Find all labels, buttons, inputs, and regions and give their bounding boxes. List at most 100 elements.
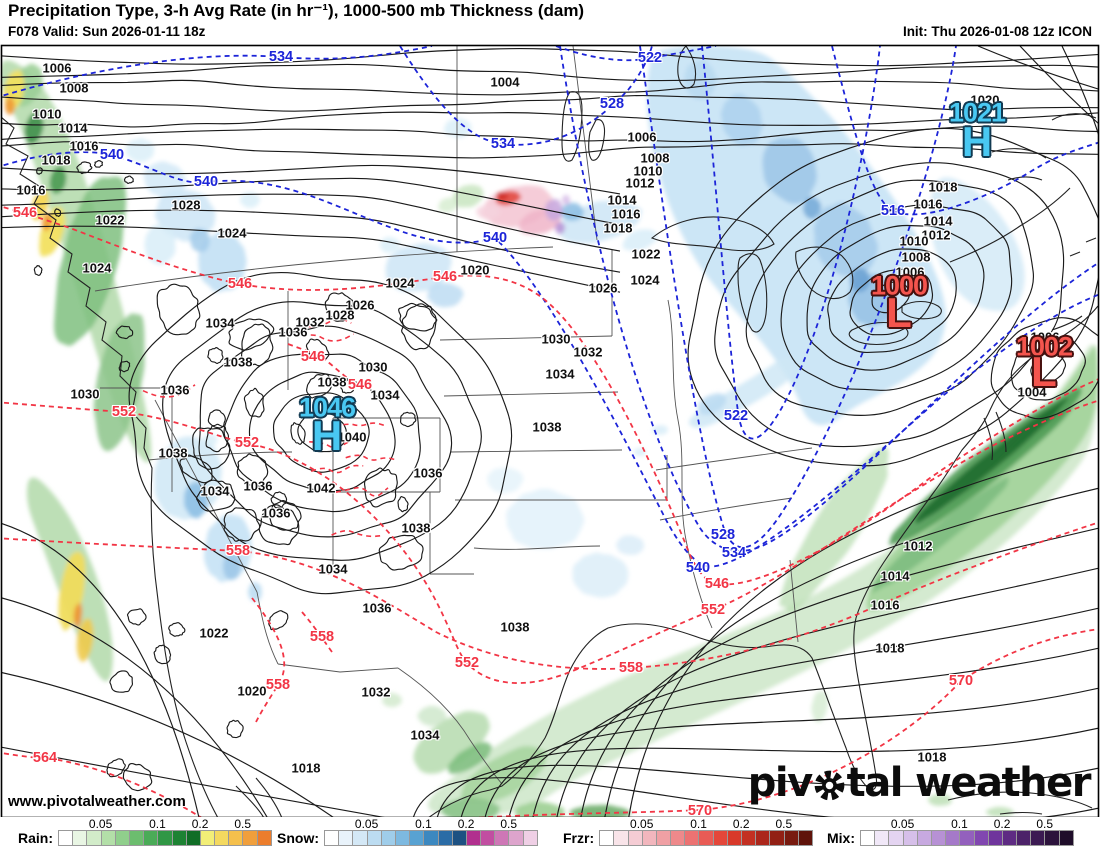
legend-color-cell <box>1059 831 1073 845</box>
legend-color-cell <box>600 831 615 845</box>
legend-color-cell <box>172 831 187 845</box>
legend-color-cell <box>243 831 258 845</box>
page-title: Precipitation Type, 3-h Avg Rate (in hr⁻… <box>8 1 585 20</box>
legend-color-cell <box>186 831 201 845</box>
legend-label: Rain: <box>18 830 53 846</box>
legend-color-cell <box>325 831 340 845</box>
legend-color-cell <box>367 831 382 845</box>
geography-layer <box>2 46 1098 817</box>
legend-color-cell <box>727 831 742 845</box>
legend-bar: 0.05 0.1 0.2 0.5 <box>860 817 1074 846</box>
logo-text-tal: tal <box>846 760 904 806</box>
legend-tick: 0.1 <box>415 817 432 831</box>
legend-tick: 0.1 <box>149 817 166 831</box>
legend-tick: 0.1 <box>951 817 968 831</box>
legend-color-cell <box>628 831 643 845</box>
legend-tick: 0.5 <box>500 817 517 831</box>
legend-bar: 0.05 0.1 0.2 0.5 <box>599 817 813 846</box>
legend-tick: 0.05 <box>630 817 654 831</box>
legend-color-cell <box>438 831 453 845</box>
legend-color-cell <box>1002 831 1018 845</box>
legend-group-frzr: Frzr: 0.05 0.1 0.2 0.5 <box>563 817 813 846</box>
legend-color-cell <box>523 831 537 845</box>
legend-color-cell <box>495 831 510 845</box>
legend-tick: 0.2 <box>993 817 1011 831</box>
legend-color-cell <box>509 831 524 845</box>
legend-color-cell <box>158 831 173 845</box>
legend-color-cell <box>59 831 74 845</box>
legend-color-cell <box>713 831 728 845</box>
legend-tick: 0.5 <box>234 817 251 831</box>
legend-color-cell <box>1045 831 1060 845</box>
map-frame <box>0 44 1100 819</box>
legend-color-cell <box>671 831 686 845</box>
legend-color-cell <box>229 831 244 845</box>
legend-color-cell <box>339 831 354 845</box>
legend-color-cell <box>699 831 714 845</box>
legend-label: Snow: <box>277 830 319 846</box>
legend-color-cell <box>656 831 672 845</box>
legend-color-cell <box>1031 831 1046 845</box>
legend-color-cell <box>889 831 904 845</box>
legend-color-cell <box>129 831 145 845</box>
init-time-label: Init: Thu 2026-01-08 12z ICON <box>902 24 1092 39</box>
legend-group-rain: Rain: 0.05 0.1 0.2 0.5 <box>18 817 272 846</box>
legend-color-cell <box>960 831 975 845</box>
legend-color-cell <box>101 831 116 845</box>
logo-text-weather: weather <box>914 760 1092 806</box>
legend-color-cell <box>875 831 890 845</box>
legend-label: Frzr: <box>563 830 595 846</box>
legend-color-cell <box>353 831 368 845</box>
legend-bar: 0.05 0.1 0.2 0.5 <box>58 817 272 846</box>
legend-color-cell <box>614 831 629 845</box>
legend-color-cell <box>784 831 799 845</box>
legend-color-cell <box>424 831 439 845</box>
legend-tick: 0.2 <box>191 817 209 831</box>
legend-tick: 0.1 <box>690 817 707 831</box>
legend-tick: 0.2 <box>457 817 475 831</box>
precip-legend: Rain: 0.05 0.1 0.2 0.5 Snow: 0.05 0.1 0.2 0.5 Frzr… <box>0 817 1100 850</box>
legend-color-cell <box>1017 831 1032 845</box>
legend-color-cell <box>685 831 700 845</box>
legend-color-cell <box>395 831 411 845</box>
legend-color-cell <box>642 831 657 845</box>
gear-icon <box>814 770 844 800</box>
legend-color-cell <box>798 831 812 845</box>
legend-color-cell <box>410 831 425 845</box>
watermark-url: www.pivotalweather.com <box>8 793 186 810</box>
legend-color-cell <box>974 831 989 845</box>
legend-group-mix: Mix: 0.05 0.1 0.2 0.5 <box>827 817 1074 846</box>
legend-group-snow: Snow: 0.05 0.1 0.2 0.5 <box>277 817 538 846</box>
legend-color-cell <box>466 831 482 845</box>
logo-text-piv: piv <box>747 760 813 806</box>
legend-color-cell <box>452 831 467 845</box>
legend-tick: 0.05 <box>890 817 915 831</box>
legend-bar: 0.05 0.1 0.2 0.5 <box>324 817 538 846</box>
legend-color-cell <box>903 831 918 845</box>
legend-color-cell <box>381 831 396 845</box>
thickness-layer <box>2 46 1098 817</box>
legend-color-cell <box>87 831 102 845</box>
legend-color-cell <box>756 831 771 845</box>
legend-color-cell <box>988 831 1003 845</box>
legend-color-cell <box>115 831 130 845</box>
pivotal-weather-logo: piv tal weather <box>747 760 1092 806</box>
legend-color-cell <box>481 831 496 845</box>
legend-tick: 0.05 <box>88 817 113 831</box>
legend-color-cell <box>861 831 876 845</box>
legend-tick: 0.5 <box>775 817 793 831</box>
legend-tick: 0.5 <box>1036 817 1053 831</box>
legend-color-cell <box>200 831 216 845</box>
legend-color-cell <box>144 831 159 845</box>
legend-color-cell <box>770 831 785 845</box>
legend-color-cell <box>946 831 961 845</box>
legend-color-cell <box>917 831 932 845</box>
legend-color-cell <box>257 831 271 845</box>
valid-time-label: F078 Valid: Sun 2026-01-11 18z <box>8 24 206 39</box>
legend-color-cell <box>931 831 947 845</box>
legend-tick: 0.05 <box>354 817 379 831</box>
legend-label: Mix: <box>827 830 855 846</box>
isobar-layer <box>2 46 1098 817</box>
